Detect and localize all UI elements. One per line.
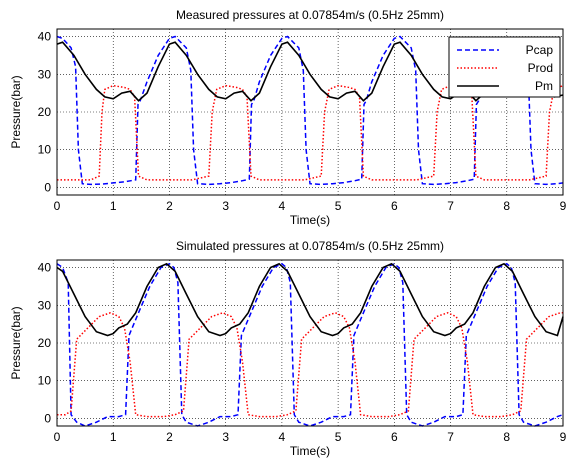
x-tick-label: 5 [335,430,342,444]
chart-title: Simulated pressures at 0.07854m/s (0.5Hz… [176,239,444,253]
x-tick-label: 8 [503,430,510,444]
simulated-plot: Simulated pressures at 0.07854m/s (0.5Hz… [9,239,567,458]
series-line-pcap [56,35,564,186]
y-tick-label: 30 [38,67,52,81]
y-tick-label: 40 [38,261,52,275]
x-axis-label: Time(s) [290,444,330,458]
x-tick-label: 9 [560,199,567,213]
chart-title: Measured pressures at 0.07854m/s (0.5Hz … [176,8,444,22]
x-tick-label: 2 [166,199,173,213]
legend: Pcap Prod Pm [448,36,561,98]
x-tick-label: 3 [222,199,229,213]
y-tick-label: 40 [38,30,52,44]
x-tick-label: 5 [335,199,342,213]
x-tick-label: 4 [279,199,286,213]
y-tick-label: 0 [44,411,51,425]
series-line-pm [56,262,564,337]
x-tick-label: 3 [222,430,229,444]
x-tick-label: 6 [391,199,398,213]
series-line-prod [57,311,563,418]
x-tick-label: 8 [503,199,510,213]
x-axis-label: Time(s) [290,213,330,227]
y-tick-label: 10 [38,143,52,157]
y-tick-label: 20 [38,105,52,119]
x-tick-label: 0 [54,430,61,444]
legend-box [448,36,561,98]
y-tick-label: 20 [38,336,52,350]
x-tick-label: 4 [279,430,286,444]
x-tick-label: 7 [447,430,454,444]
series-line-pcap [56,262,564,427]
x-tick-label: 2 [166,430,173,444]
y-axis-label: Pressure(bar) [9,75,23,148]
x-tick-label: 9 [560,430,567,444]
series-line-pm [56,41,564,102]
y-axis-label: Pressure(bar) [9,306,23,379]
y-tick-label: 10 [38,374,52,388]
axes-frame [56,259,564,427]
x-tick-label: 0 [54,199,61,213]
legend-label-prod: Prod [528,61,553,75]
x-tick-label: 1 [110,430,117,444]
x-tick-label: 1 [110,199,117,213]
x-tick-label: 7 [447,199,454,213]
axes-frame [56,28,564,196]
legend-label-pm: Pm [535,79,553,93]
y-tick-label: 30 [38,298,52,312]
y-tick-label: 0 [44,180,51,194]
legend-label-pcap: Pcap [526,43,554,57]
measured-plot: Measured pressures at 0.07854m/s (0.5Hz … [9,8,567,227]
x-tick-label: 6 [391,430,398,444]
